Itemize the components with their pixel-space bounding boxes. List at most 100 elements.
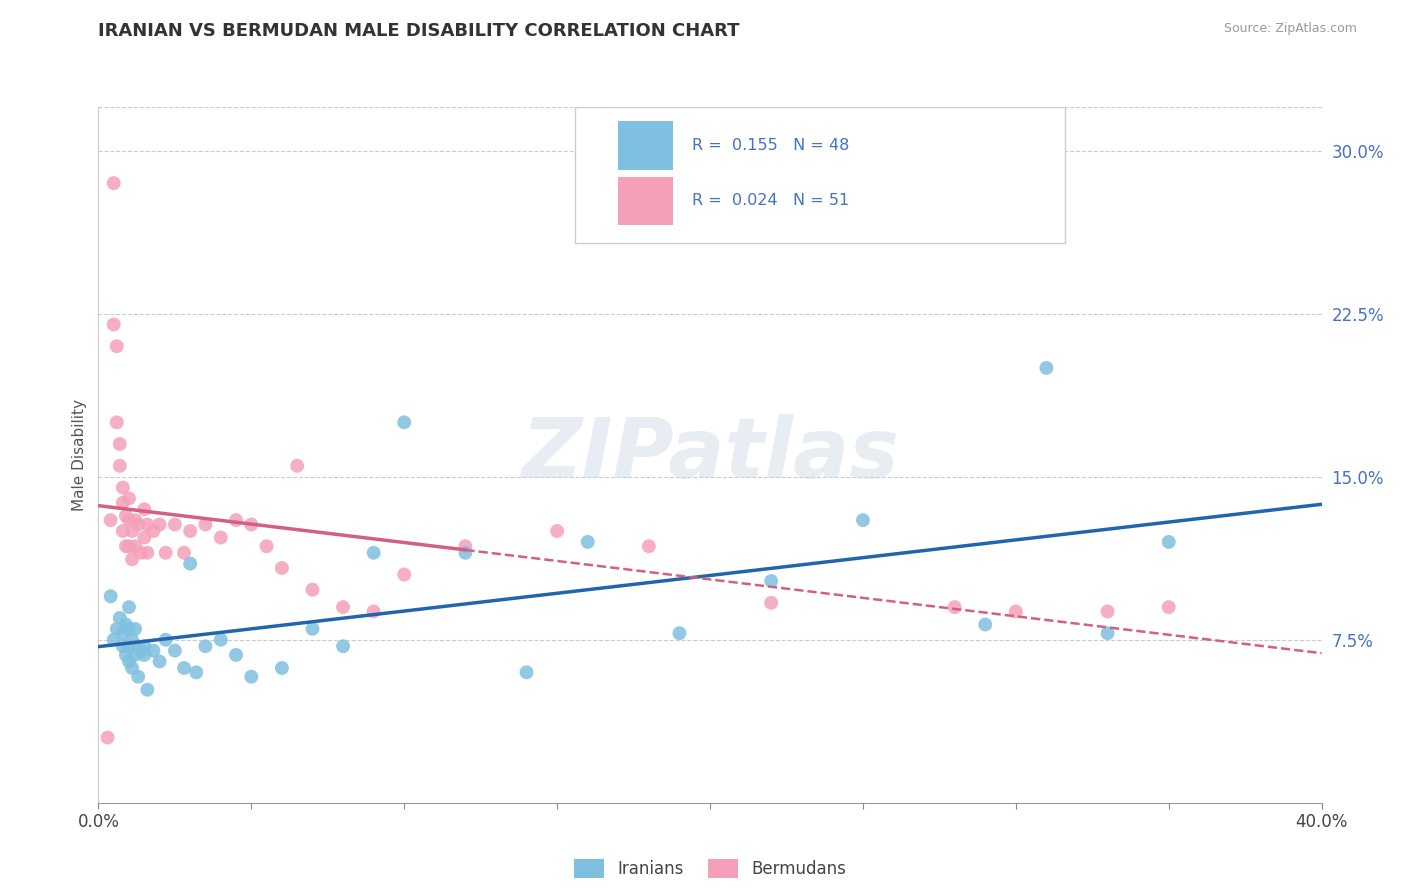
Point: [186, 665, 208, 680]
Legend: Iranians, Bermudans: Iranians, Bermudans: [567, 853, 853, 885]
Point: [100, 589, 122, 603]
Point: [668, 626, 690, 640]
Point: [121, 661, 143, 675]
Point: [576, 535, 599, 549]
Point: [1097, 605, 1119, 619]
Point: [118, 513, 141, 527]
Point: [118, 655, 141, 669]
Point: [129, 643, 152, 657]
Point: [163, 517, 186, 532]
Text: Source: ZipAtlas.com: Source: ZipAtlas.com: [1223, 22, 1357, 36]
Point: [852, 513, 875, 527]
Point: [97, 731, 120, 745]
Point: [301, 582, 323, 597]
Point: [155, 546, 177, 560]
Point: [301, 622, 323, 636]
Point: [225, 648, 247, 662]
Point: [1035, 360, 1057, 375]
Point: [111, 524, 134, 538]
Point: [240, 517, 263, 532]
Point: [363, 605, 385, 619]
Point: [225, 513, 247, 527]
Point: [105, 415, 128, 429]
Point: [124, 648, 146, 662]
Point: [121, 552, 143, 566]
FancyBboxPatch shape: [619, 177, 673, 226]
Point: [136, 517, 159, 532]
Point: [103, 318, 125, 332]
Point: [974, 617, 997, 632]
Point: [194, 517, 217, 532]
Point: [118, 539, 141, 553]
Point: [111, 639, 134, 653]
Point: [105, 622, 128, 636]
Point: [136, 546, 159, 560]
Point: [103, 632, 125, 647]
Point: [134, 648, 156, 662]
Point: [124, 622, 146, 636]
Point: [285, 458, 308, 473]
Point: [392, 567, 416, 582]
Point: [173, 546, 195, 560]
Point: [173, 661, 195, 675]
Point: [134, 531, 156, 545]
Point: [115, 617, 138, 632]
Point: [127, 670, 149, 684]
Point: [127, 517, 149, 532]
Point: [332, 600, 354, 615]
Point: [1004, 605, 1026, 619]
Point: [136, 682, 159, 697]
Point: [134, 502, 156, 516]
Point: [118, 639, 141, 653]
Point: [108, 437, 131, 451]
Point: [105, 339, 128, 353]
Point: [546, 524, 568, 538]
Point: [179, 557, 201, 571]
Point: [149, 655, 172, 669]
Point: [142, 643, 165, 657]
Point: [194, 639, 217, 653]
Point: [209, 632, 232, 647]
Point: [111, 481, 134, 495]
Point: [115, 539, 138, 553]
Text: R =  0.155   N = 48: R = 0.155 N = 48: [692, 137, 849, 153]
Point: [118, 600, 141, 615]
Point: [155, 632, 177, 647]
Point: [118, 491, 141, 506]
Text: ZIPatlas: ZIPatlas: [522, 415, 898, 495]
Point: [759, 596, 782, 610]
Point: [108, 458, 131, 473]
Point: [516, 665, 538, 680]
Point: [100, 513, 122, 527]
Point: [1097, 626, 1119, 640]
Point: [240, 670, 263, 684]
Point: [149, 517, 172, 532]
Point: [111, 626, 134, 640]
Point: [163, 643, 186, 657]
Text: IRANIAN VS BERMUDAN MALE DISABILITY CORRELATION CHART: IRANIAN VS BERMUDAN MALE DISABILITY CORR…: [98, 22, 740, 40]
Point: [108, 611, 131, 625]
Point: [179, 524, 201, 538]
Point: [134, 639, 156, 653]
Point: [124, 513, 146, 527]
Point: [121, 632, 143, 647]
Point: [115, 648, 138, 662]
Point: [637, 539, 661, 553]
Point: [1157, 535, 1180, 549]
FancyBboxPatch shape: [575, 107, 1064, 243]
Point: [454, 539, 477, 553]
Point: [256, 539, 278, 553]
FancyBboxPatch shape: [619, 121, 673, 169]
Point: [142, 524, 165, 538]
Point: [111, 496, 134, 510]
Point: [121, 524, 143, 538]
Point: [1157, 600, 1180, 615]
Point: [129, 546, 152, 560]
Y-axis label: Male Disability: Male Disability: [72, 399, 87, 511]
Point: [103, 176, 125, 190]
Point: [209, 531, 232, 545]
Point: [270, 661, 292, 675]
Point: [392, 415, 416, 429]
Point: [127, 639, 149, 653]
Point: [943, 600, 966, 615]
